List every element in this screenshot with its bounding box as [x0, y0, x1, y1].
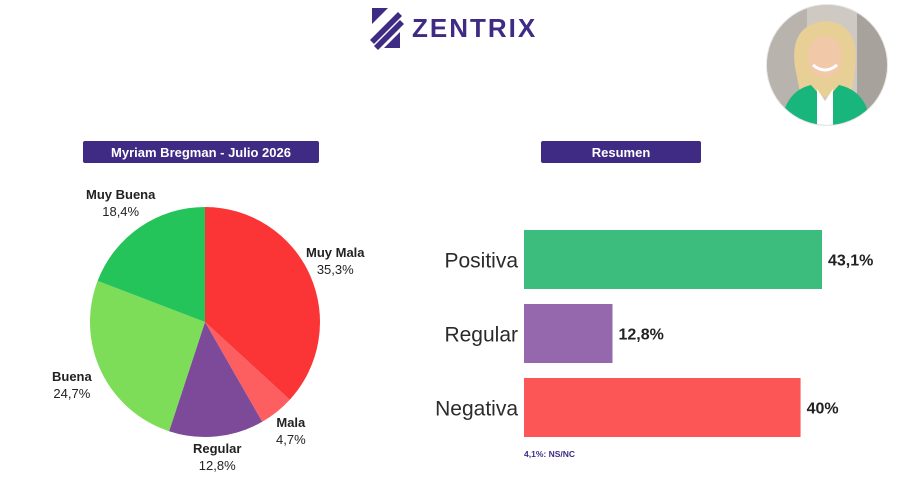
footnote-ns-nc: 4,1%: NS/NC [524, 449, 576, 459]
pie-label-value: 18,4% [102, 204, 140, 219]
pie-label-buena: Buena 24,7% [52, 368, 92, 402]
profile-portrait [766, 4, 888, 126]
pie-label-value: 24,7% [53, 386, 91, 401]
bar-positiva [524, 230, 822, 289]
pie-label-muy-mala: Muy Mala 35,3% [306, 244, 365, 278]
pie-slice-buena [90, 280, 205, 432]
pie-label-muy-buena: Muy Buena 18,4% [86, 186, 155, 220]
pie-label-name: Mala [276, 415, 306, 430]
bar-value-label-negativa: 40% [807, 401, 839, 418]
pie-label-value: 12,8% [198, 458, 236, 473]
pie-label-name: Regular [193, 441, 242, 456]
person-photo-icon [767, 5, 887, 125]
pie-label-name: Buena [52, 369, 92, 384]
pie-chart [90, 207, 320, 437]
brand-name: ZENTRIX [412, 12, 538, 43]
bar-value-label-positiva: 43,1% [828, 253, 873, 270]
pie-slice-muy-mala [205, 207, 320, 400]
pie-chart-title: Myriam Bregman - Julio 2026 [83, 141, 319, 163]
pie-label-name: Muy Buena [86, 187, 156, 202]
bar-regular [524, 304, 613, 363]
bar-chart-title: Resumen [541, 141, 701, 163]
pie-label-mala: Mala 4,7% [276, 414, 306, 448]
bar-category-label-regular: Regular [444, 324, 518, 347]
bar-value-label-regular: 12,8% [619, 327, 664, 344]
pie-label-value: 35,3% [316, 262, 354, 277]
pie-slice-mala [205, 322, 290, 422]
pie-slice-muy-buena [97, 207, 205, 322]
bar-category-label-negativa: Negativa [435, 398, 518, 421]
pie-slice-regular [169, 322, 263, 437]
pie-label-value: 4,7% [276, 432, 306, 447]
zentrix-logo-icon [370, 8, 404, 50]
brand-logo: ZENTRIX [368, 6, 537, 50]
bar-chart: Positiva 43,1% Regular 12,8% Negativa 40% [435, 230, 873, 437]
bar-negativa [524, 378, 801, 437]
bar-category-label-positiva: Positiva [444, 250, 518, 273]
pie-label-name: Muy Mala [306, 245, 365, 260]
pie-label-regular: Regular 12,8% [193, 440, 241, 474]
